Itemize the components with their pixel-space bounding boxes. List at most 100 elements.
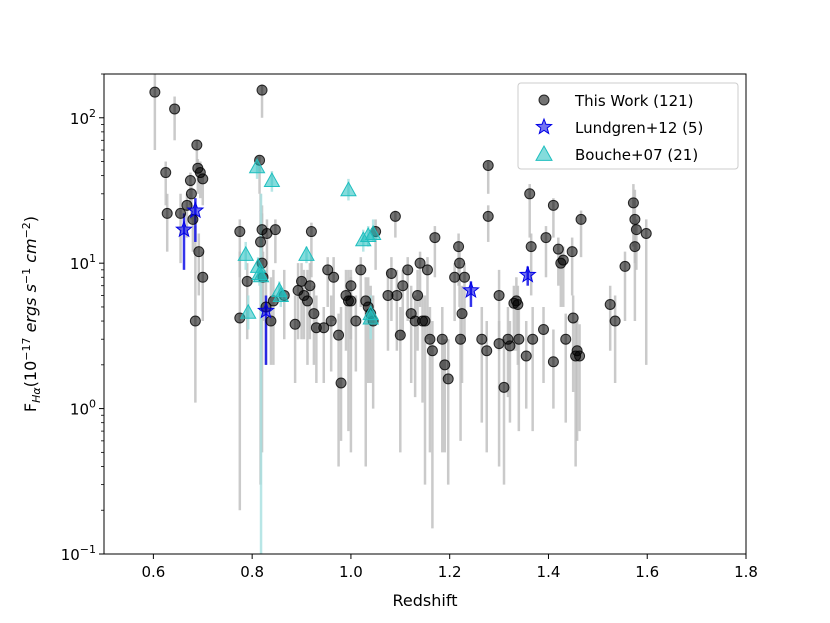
bouche-point bbox=[340, 181, 357, 197]
this-work-point bbox=[552, 243, 564, 255]
this-work-point bbox=[566, 246, 578, 258]
this-work-point bbox=[527, 333, 539, 345]
lundgren-point bbox=[518, 265, 537, 283]
this-work-point bbox=[175, 207, 187, 219]
legend-entry: This Work (121) bbox=[574, 92, 694, 110]
x-tick-label: 1.8 bbox=[734, 563, 758, 581]
this-work-point bbox=[493, 289, 505, 301]
this-work-point bbox=[269, 224, 281, 236]
this-work-point bbox=[305, 226, 317, 238]
bouche-point bbox=[362, 309, 380, 325]
this-work-point bbox=[325, 315, 337, 327]
lundgren-point bbox=[257, 301, 275, 319]
this-work-point bbox=[160, 167, 172, 179]
y-axis-label-units: (10 bbox=[21, 361, 40, 388]
bouche-point bbox=[263, 172, 281, 188]
this-work-point bbox=[255, 236, 267, 248]
x-tick-label: 1.2 bbox=[438, 563, 462, 581]
this-work-point bbox=[424, 333, 436, 345]
this-work-point bbox=[498, 381, 510, 393]
this-work-point bbox=[547, 356, 559, 368]
this-work-point bbox=[442, 373, 454, 385]
this-work-point bbox=[256, 84, 268, 96]
this-work-point bbox=[318, 322, 330, 334]
this-work-point bbox=[169, 103, 181, 115]
this-work-point bbox=[449, 271, 461, 283]
bouche-point bbox=[248, 158, 266, 174]
y-axis-label-exp1: −17 bbox=[20, 338, 33, 361]
this-work-point bbox=[189, 315, 201, 327]
this-work-point bbox=[524, 188, 536, 200]
this-work-point bbox=[429, 232, 441, 244]
this-work-point bbox=[350, 315, 362, 327]
this-work-point bbox=[525, 241, 537, 253]
this-work-point bbox=[304, 280, 316, 292]
x-axis-label: Redshift bbox=[393, 591, 458, 610]
legend-entry: Lundgren+12 (5) bbox=[575, 119, 703, 137]
this-work-point bbox=[412, 289, 424, 301]
bouche-point bbox=[237, 245, 255, 261]
this-work-point bbox=[436, 333, 448, 345]
this-work-point bbox=[604, 298, 616, 310]
this-work-point bbox=[456, 308, 468, 320]
this-work-point bbox=[557, 254, 569, 266]
y-tick-label: 10−1 bbox=[61, 543, 96, 564]
legend-marker bbox=[535, 144, 553, 161]
this-work-point bbox=[459, 271, 471, 283]
y-axis-label: FHα(10−17 ergs s−1 cm−2) bbox=[20, 216, 43, 412]
this-work-point bbox=[391, 289, 403, 301]
y-tick-label: 101 bbox=[70, 252, 96, 273]
x-tick-label: 0.8 bbox=[240, 563, 264, 581]
this-work-point bbox=[184, 175, 196, 187]
this-work-point bbox=[289, 318, 301, 330]
bouche-point bbox=[364, 224, 382, 241]
this-work-point bbox=[476, 333, 488, 345]
this-work-point bbox=[335, 377, 347, 389]
this-work-point bbox=[629, 213, 641, 225]
this-work-point bbox=[574, 350, 586, 362]
y-axis-label-exp2: −1 bbox=[20, 268, 33, 284]
this-work-point bbox=[481, 345, 493, 357]
this-work-point bbox=[402, 264, 414, 276]
y-axis-label-units2: ergs s bbox=[21, 284, 40, 337]
this-work-point bbox=[414, 257, 426, 269]
y-axis-label-sub: Hα bbox=[30, 387, 43, 403]
this-work-point bbox=[454, 257, 466, 269]
legend-marker bbox=[538, 94, 550, 106]
this-work-point bbox=[149, 86, 161, 98]
this-work-point bbox=[493, 338, 505, 350]
y-tick-label: 100 bbox=[70, 398, 96, 419]
this-work-point bbox=[609, 315, 621, 327]
this-work-point bbox=[333, 329, 345, 341]
this-work-point bbox=[627, 197, 639, 209]
this-work-point bbox=[453, 241, 465, 253]
this-work-point bbox=[394, 329, 406, 341]
this-work-point bbox=[426, 345, 438, 357]
this-work-point bbox=[512, 298, 524, 310]
this-work-point bbox=[397, 280, 409, 292]
this-work-point bbox=[197, 271, 209, 283]
this-work-point bbox=[301, 295, 313, 307]
y-axis-label-units3: cm bbox=[21, 238, 40, 267]
this-work-point bbox=[197, 173, 209, 185]
this-work-point bbox=[328, 271, 340, 283]
lundgren-point bbox=[175, 220, 193, 238]
y-axis-label-exp3: −2 bbox=[20, 222, 33, 238]
y-tick-label: 102 bbox=[70, 107, 96, 128]
this-work-point bbox=[540, 232, 552, 244]
axis-ticks: 0.6 0.8 1.0 1.2 1.4 1.6 1.8 10−1 100 101 102 bbox=[61, 73, 758, 581]
this-work-point bbox=[185, 188, 197, 200]
x-tick-label: 1.0 bbox=[339, 563, 363, 581]
this-work-point bbox=[385, 267, 397, 279]
legend-marker bbox=[535, 117, 553, 135]
this-work-point bbox=[234, 226, 246, 238]
lundgren-point bbox=[186, 201, 205, 219]
this-work-point bbox=[421, 264, 433, 276]
this-work-point bbox=[560, 333, 572, 345]
this-work-point bbox=[161, 207, 173, 219]
this-work-point bbox=[345, 295, 357, 307]
bouche-point bbox=[252, 267, 270, 283]
this-work-point bbox=[640, 228, 652, 240]
this-work-point bbox=[630, 224, 642, 236]
